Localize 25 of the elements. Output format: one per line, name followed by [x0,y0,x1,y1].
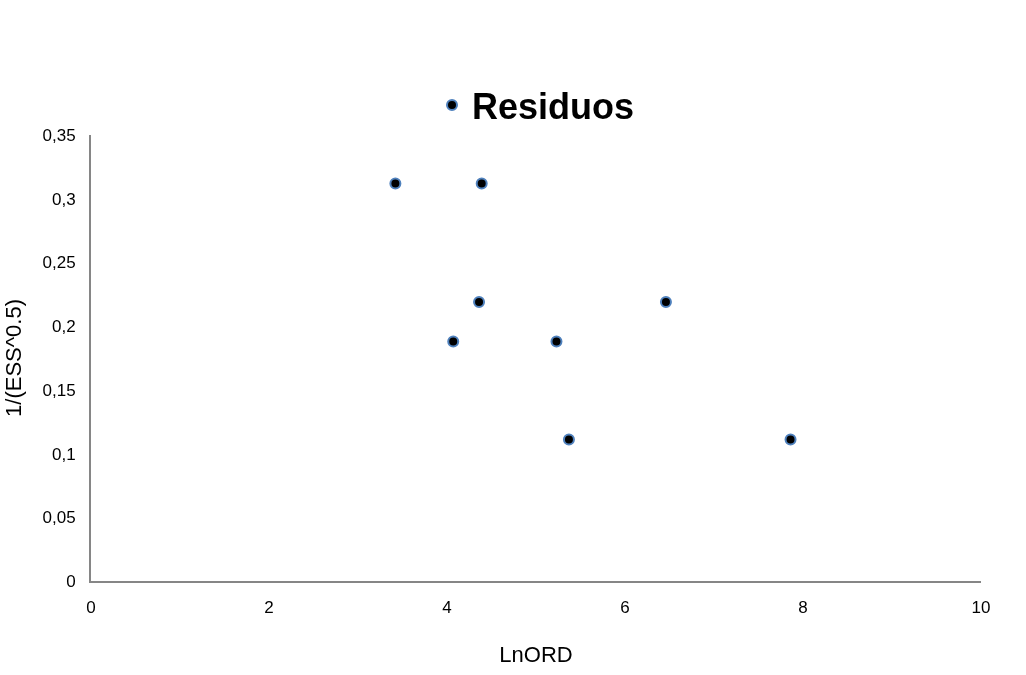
point [562,433,575,446]
x-tick-label: 10 [971,598,991,618]
x-tick-label: 2 [264,598,274,618]
y-tick-label: 0,1 [51,444,76,464]
point [784,433,797,446]
y-tick-label: 0 [66,571,76,591]
x-tick-label: 8 [798,598,808,618]
y-tick-label: 0,3 [51,189,76,209]
point [389,177,402,190]
point [475,177,488,190]
y-tick-label: 0,35 [42,125,76,145]
point [659,295,672,308]
point [473,295,486,308]
x-axis-title: LnORD [499,641,573,667]
y-axis-title: 1/(ESS^0.5) [0,299,26,417]
legend-label: Residuos [472,85,635,127]
point [550,335,563,348]
x-tick-label: 0 [86,598,96,618]
y-tick-label: 0,25 [42,253,76,273]
point [447,335,460,348]
y-tick-label: 0,15 [42,380,76,400]
x-tick-label: 6 [620,598,630,618]
x-tick-label: 4 [442,598,452,618]
y-tick-label: 0,05 [42,508,76,528]
y-tick-label: 0,2 [51,317,76,337]
